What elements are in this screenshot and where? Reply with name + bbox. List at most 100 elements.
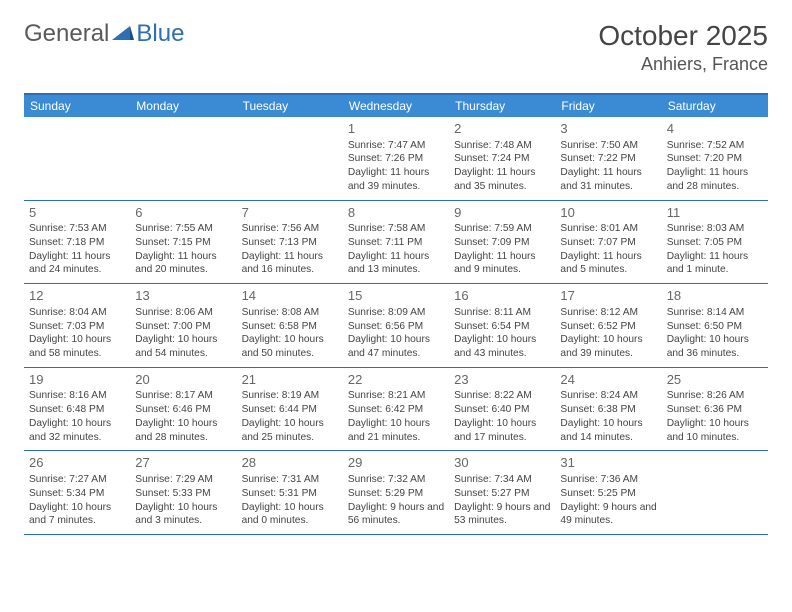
empty-cell [24, 117, 130, 200]
sunset-text: Sunset: 6:58 PM [242, 320, 338, 334]
sunrise-text: Sunrise: 8:12 AM [560, 306, 656, 320]
sunset-text: Sunset: 5:34 PM [29, 487, 125, 501]
day-number: 5 [29, 204, 125, 222]
daylight-text: Daylight: 10 hours and 14 minutes. [560, 417, 656, 445]
day-number: 9 [454, 204, 550, 222]
day-cell: 11Sunrise: 8:03 AMSunset: 7:05 PMDayligh… [662, 201, 768, 284]
day-number: 22 [348, 371, 444, 389]
day-cell: 22Sunrise: 8:21 AMSunset: 6:42 PMDayligh… [343, 368, 449, 451]
daylight-text: Daylight: 11 hours and 31 minutes. [560, 166, 656, 194]
day-number: 19 [29, 371, 125, 389]
day-number: 12 [29, 287, 125, 305]
day-number: 16 [454, 287, 550, 305]
day-number: 21 [242, 371, 338, 389]
day-number: 17 [560, 287, 656, 305]
day-cell: 10Sunrise: 8:01 AMSunset: 7:07 PMDayligh… [555, 201, 661, 284]
daylight-text: Daylight: 9 hours and 56 minutes. [348, 501, 444, 529]
sunrise-text: Sunrise: 8:17 AM [135, 389, 231, 403]
day-number: 18 [667, 287, 763, 305]
brand-mark-icon [112, 20, 134, 48]
sunrise-text: Sunrise: 8:21 AM [348, 389, 444, 403]
sunrise-text: Sunrise: 8:24 AM [560, 389, 656, 403]
day-cell: 29Sunrise: 7:32 AMSunset: 5:29 PMDayligh… [343, 451, 449, 534]
dow-cell: Friday [555, 95, 661, 117]
week-row: 5Sunrise: 7:53 AMSunset: 7:18 PMDaylight… [24, 201, 768, 285]
day-number: 10 [560, 204, 656, 222]
day-cell: 13Sunrise: 8:06 AMSunset: 7:00 PMDayligh… [130, 284, 236, 367]
header: General Blue October 2025 Anhiers, Franc… [24, 20, 768, 75]
day-cell: 1Sunrise: 7:47 AMSunset: 7:26 PMDaylight… [343, 117, 449, 200]
sunrise-text: Sunrise: 8:14 AM [667, 306, 763, 320]
daylight-text: Daylight: 10 hours and 32 minutes. [29, 417, 125, 445]
day-number: 31 [560, 454, 656, 472]
daylight-text: Daylight: 10 hours and 47 minutes. [348, 333, 444, 361]
weeks-container: 1Sunrise: 7:47 AMSunset: 7:26 PMDaylight… [24, 117, 768, 535]
daylight-text: Daylight: 11 hours and 24 minutes. [29, 250, 125, 278]
day-number: 24 [560, 371, 656, 389]
daylight-text: Daylight: 10 hours and 21 minutes. [348, 417, 444, 445]
sunset-text: Sunset: 7:09 PM [454, 236, 550, 250]
day-number: 4 [667, 120, 763, 138]
sunrise-text: Sunrise: 8:04 AM [29, 306, 125, 320]
sunrise-text: Sunrise: 7:47 AM [348, 139, 444, 153]
day-cell: 25Sunrise: 8:26 AMSunset: 6:36 PMDayligh… [662, 368, 768, 451]
sunrise-text: Sunrise: 7:50 AM [560, 139, 656, 153]
dow-cell: Sunday [24, 95, 130, 117]
sunset-text: Sunset: 6:50 PM [667, 320, 763, 334]
sunset-text: Sunset: 6:48 PM [29, 403, 125, 417]
day-cell: 14Sunrise: 8:08 AMSunset: 6:58 PMDayligh… [237, 284, 343, 367]
sunrise-text: Sunrise: 7:58 AM [348, 222, 444, 236]
day-cell: 24Sunrise: 8:24 AMSunset: 6:38 PMDayligh… [555, 368, 661, 451]
sunrise-text: Sunrise: 8:06 AM [135, 306, 231, 320]
sunrise-text: Sunrise: 7:59 AM [454, 222, 550, 236]
day-cell: 5Sunrise: 7:53 AMSunset: 7:18 PMDaylight… [24, 201, 130, 284]
sunrise-text: Sunrise: 7:31 AM [242, 473, 338, 487]
daylight-text: Daylight: 10 hours and 58 minutes. [29, 333, 125, 361]
week-row: 1Sunrise: 7:47 AMSunset: 7:26 PMDaylight… [24, 117, 768, 201]
daylight-text: Daylight: 11 hours and 5 minutes. [560, 250, 656, 278]
sunrise-text: Sunrise: 8:19 AM [242, 389, 338, 403]
location-label: Anhiers, France [598, 54, 768, 75]
day-number: 6 [135, 204, 231, 222]
day-number: 30 [454, 454, 550, 472]
day-cell: 9Sunrise: 7:59 AMSunset: 7:09 PMDaylight… [449, 201, 555, 284]
day-number: 27 [135, 454, 231, 472]
day-number: 8 [348, 204, 444, 222]
day-cell: 17Sunrise: 8:12 AMSunset: 6:52 PMDayligh… [555, 284, 661, 367]
dow-cell: Monday [130, 95, 236, 117]
sunrise-text: Sunrise: 7:56 AM [242, 222, 338, 236]
sunset-text: Sunset: 7:20 PM [667, 152, 763, 166]
day-cell: 2Sunrise: 7:48 AMSunset: 7:24 PMDaylight… [449, 117, 555, 200]
day-number: 11 [667, 204, 763, 222]
sunrise-text: Sunrise: 8:11 AM [454, 306, 550, 320]
sunset-text: Sunset: 6:56 PM [348, 320, 444, 334]
daylight-text: Daylight: 10 hours and 10 minutes. [667, 417, 763, 445]
day-number: 23 [454, 371, 550, 389]
daylight-text: Daylight: 11 hours and 35 minutes. [454, 166, 550, 194]
sunset-text: Sunset: 7:07 PM [560, 236, 656, 250]
dow-cell: Tuesday [237, 95, 343, 117]
sunrise-text: Sunrise: 8:03 AM [667, 222, 763, 236]
daylight-text: Daylight: 11 hours and 1 minute. [667, 250, 763, 278]
daylight-text: Daylight: 11 hours and 20 minutes. [135, 250, 231, 278]
sunset-text: Sunset: 5:25 PM [560, 487, 656, 501]
day-number: 7 [242, 204, 338, 222]
sunset-text: Sunset: 7:00 PM [135, 320, 231, 334]
week-row: 26Sunrise: 7:27 AMSunset: 5:34 PMDayligh… [24, 451, 768, 535]
sunrise-text: Sunrise: 7:53 AM [29, 222, 125, 236]
daylight-text: Daylight: 10 hours and 7 minutes. [29, 501, 125, 529]
day-cell: 27Sunrise: 7:29 AMSunset: 5:33 PMDayligh… [130, 451, 236, 534]
sunset-text: Sunset: 5:27 PM [454, 487, 550, 501]
daylight-text: Daylight: 10 hours and 39 minutes. [560, 333, 656, 361]
sunset-text: Sunset: 5:31 PM [242, 487, 338, 501]
sunset-text: Sunset: 7:11 PM [348, 236, 444, 250]
sunrise-text: Sunrise: 7:34 AM [454, 473, 550, 487]
sunset-text: Sunset: 5:33 PM [135, 487, 231, 501]
sunrise-text: Sunrise: 8:09 AM [348, 306, 444, 320]
sunrise-text: Sunrise: 7:32 AM [348, 473, 444, 487]
brand-word2: Blue [136, 20, 184, 48]
sunset-text: Sunset: 6:46 PM [135, 403, 231, 417]
daylight-text: Daylight: 10 hours and 3 minutes. [135, 501, 231, 529]
dow-cell: Saturday [662, 95, 768, 117]
sunrise-text: Sunrise: 8:26 AM [667, 389, 763, 403]
